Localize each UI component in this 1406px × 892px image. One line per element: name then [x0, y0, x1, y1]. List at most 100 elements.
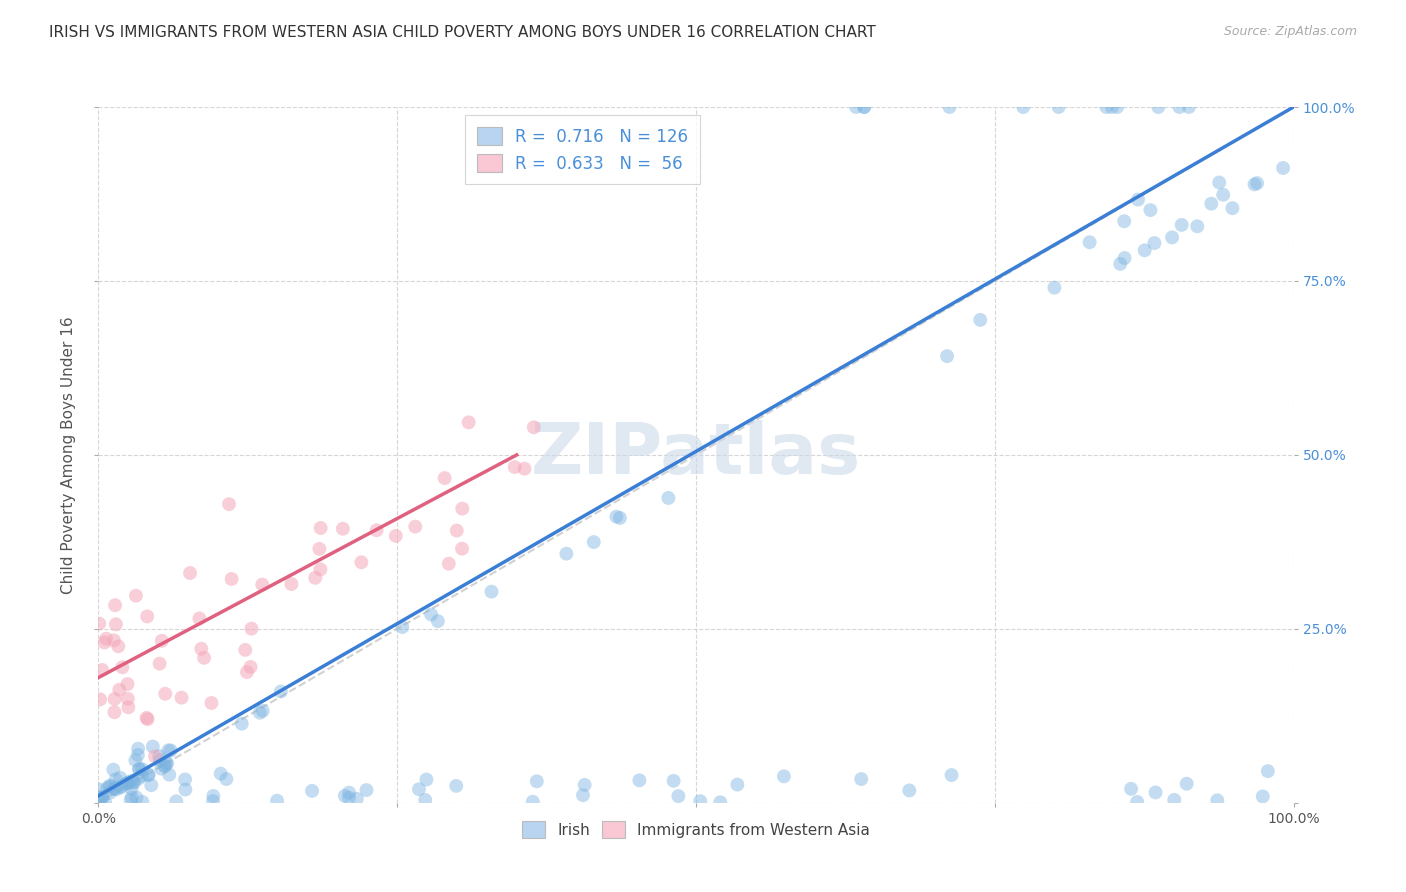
Point — [117, 700, 139, 714]
Point — [233, 643, 256, 657]
Point — [851, 772, 873, 786]
Point — [252, 704, 274, 718]
Point — [202, 789, 225, 803]
Point — [408, 782, 430, 797]
Point — [605, 509, 627, 524]
Point — [142, 739, 165, 754]
Point — [98, 779, 121, 793]
Point — [309, 521, 332, 535]
Point — [898, 783, 921, 797]
Point — [90, 790, 112, 805]
Point — [249, 706, 271, 720]
Point — [103, 692, 125, 706]
Point — [117, 776, 139, 790]
Point — [231, 716, 253, 731]
Point — [117, 677, 139, 691]
Point — [1178, 100, 1201, 114]
Point — [523, 420, 546, 434]
Point — [413, 793, 436, 807]
Point — [845, 100, 868, 114]
Point — [420, 607, 443, 622]
Point — [103, 705, 125, 719]
Point — [105, 782, 128, 797]
Point — [174, 772, 197, 787]
Text: IRISH VS IMMIGRANTS FROM WESTERN ASIA CHILD POVERTY AMONG BOYS UNDER 16 CORRELAT: IRISH VS IMMIGRANTS FROM WESTERN ASIA CH… — [49, 25, 876, 40]
Point — [110, 780, 132, 795]
Point — [437, 557, 460, 571]
Point — [1047, 100, 1070, 114]
Point — [155, 687, 177, 701]
Point — [337, 786, 360, 800]
Point — [138, 768, 160, 782]
Point — [1095, 100, 1118, 114]
Point — [128, 772, 150, 786]
Point — [309, 562, 332, 576]
Point — [385, 529, 408, 543]
Point — [108, 771, 131, 785]
Point — [1109, 257, 1132, 271]
Point — [1114, 251, 1136, 265]
Point — [121, 781, 143, 796]
Point — [104, 598, 127, 612]
Point — [457, 415, 479, 429]
Point — [157, 743, 180, 757]
Point — [1126, 795, 1149, 809]
Point — [666, 789, 689, 803]
Point — [170, 690, 193, 705]
Point — [1201, 196, 1223, 211]
Point — [941, 768, 963, 782]
Point — [107, 640, 129, 654]
Point — [124, 753, 146, 767]
Point — [91, 790, 114, 805]
Point — [103, 763, 125, 777]
Point — [153, 759, 176, 773]
Point — [91, 790, 114, 805]
Point — [104, 617, 127, 632]
Point — [148, 657, 170, 671]
Point — [415, 772, 437, 787]
Point — [280, 577, 302, 591]
Point — [240, 622, 263, 636]
Point — [938, 100, 960, 114]
Point — [125, 589, 148, 603]
Point — [122, 776, 145, 790]
Point — [218, 497, 240, 511]
Point — [1168, 100, 1191, 114]
Point — [526, 774, 548, 789]
Point — [94, 796, 117, 810]
Point — [657, 491, 679, 505]
Point — [136, 609, 159, 624]
Point — [89, 793, 111, 807]
Point — [115, 777, 138, 791]
Point — [304, 571, 326, 585]
Point — [366, 523, 388, 537]
Point — [128, 762, 150, 776]
Point — [852, 100, 875, 114]
Point — [193, 650, 215, 665]
Point — [1272, 161, 1295, 175]
Point — [157, 768, 180, 782]
Point — [426, 614, 449, 628]
Point — [1175, 777, 1198, 791]
Point — [125, 790, 148, 805]
Point — [1212, 187, 1234, 202]
Point — [969, 313, 991, 327]
Point — [1126, 193, 1149, 207]
Point — [481, 584, 503, 599]
Point — [103, 633, 125, 648]
Point — [128, 762, 150, 776]
Point — [270, 684, 292, 698]
Point — [1114, 214, 1136, 228]
Point — [1251, 789, 1274, 804]
Point — [333, 789, 356, 803]
Point — [165, 794, 187, 808]
Point — [1163, 793, 1185, 807]
Point — [582, 535, 605, 549]
Point — [103, 781, 125, 796]
Point — [1243, 178, 1265, 192]
Point — [87, 782, 110, 797]
Point — [1144, 785, 1167, 799]
Point — [451, 501, 474, 516]
Point — [136, 712, 159, 726]
Point — [98, 786, 121, 800]
